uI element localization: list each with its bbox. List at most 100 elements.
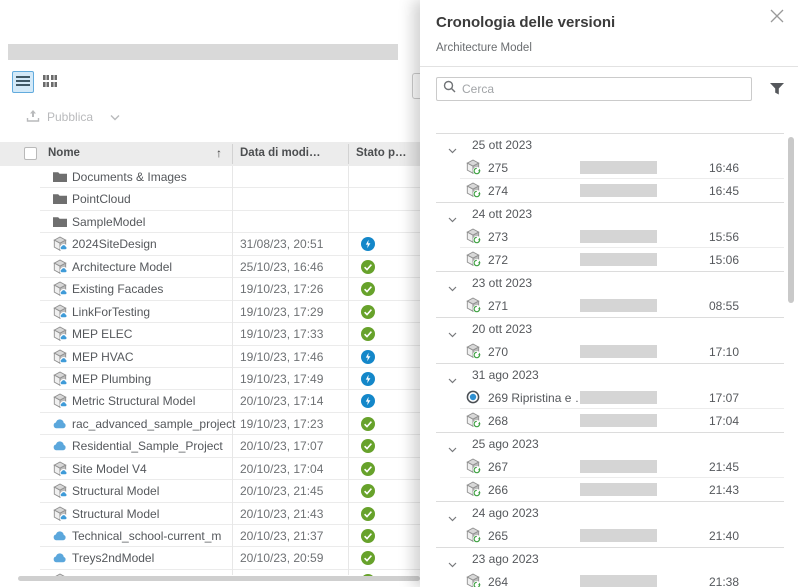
version-number: 266 <box>488 483 509 497</box>
table-row[interactable]: Metric Structural Model 20/10/23, 17:14 <box>0 390 420 414</box>
version-date-group[interactable]: 24 ott 2023 <box>420 202 798 225</box>
table-row[interactable]: Documents & Images <box>0 166 420 189</box>
revit-model-icon <box>52 304 68 320</box>
version-date-group[interactable]: 31 ago 2023 <box>420 363 798 386</box>
cloud-model-icon <box>52 416 68 432</box>
version-row[interactable]: 265 21:40 <box>420 524 798 547</box>
breadcrumb-placeholder <box>8 44 398 60</box>
table-row[interactable]: SampleModel <box>0 211 420 234</box>
file-name: Technical_school-current_m <box>72 529 222 543</box>
table-row[interactable]: Residential_Sample_Project 20/10/23, 17:0… <box>0 435 420 459</box>
list-view-toggle[interactable] <box>12 71 34 93</box>
modified-date: 31/08/23, 20:51 <box>240 237 324 252</box>
version-row[interactable]: 268 17:04 <box>420 409 798 432</box>
version-number: 275 <box>488 161 509 175</box>
chevron-down-icon <box>448 210 457 228</box>
version-row[interactable]: 273 15:56 <box>420 225 798 248</box>
pending-status-icon <box>361 237 375 252</box>
table-row[interactable]: rac_advanced_sample_project 19/10/23, 17:… <box>0 413 420 436</box>
version-time: 17:04 <box>709 414 740 428</box>
modified-date: 20/10/23, 20:59 <box>240 551 324 566</box>
version-date-group[interactable]: 23 ott 2023 <box>420 271 798 294</box>
table-row[interactable]: Architecture Model 25/10/23, 16:46 <box>0 256 420 279</box>
search-icon <box>443 80 456 98</box>
file-name: Architecture Model <box>72 259 173 274</box>
cloud-model-icon <box>52 550 68 566</box>
close-panel-button[interactable] <box>766 6 788 28</box>
published-status-icon <box>361 259 375 274</box>
group-date-label: 24 ago 2023 <box>472 506 539 520</box>
version-row[interactable]: 275 16:46 <box>420 156 798 179</box>
model-version-icon <box>465 458 481 474</box>
version-row[interactable]: 272 15:06 <box>420 248 798 271</box>
column-header-name[interactable]: Nome <box>48 147 80 159</box>
model-version-icon <box>465 573 481 587</box>
sort-ascending-icon[interactable]: ↑ <box>216 146 222 160</box>
version-number: 264 <box>488 575 509 587</box>
vertical-scrollbar[interactable] <box>788 137 794 303</box>
cloud-model-icon <box>52 438 68 454</box>
table-row[interactable]: Site Model V4 20/10/23, 17:04 <box>0 458 420 481</box>
table-row[interactable]: MEP ELEC 19/10/23, 17:33 <box>0 323 420 346</box>
table-row[interactable]: 2024SiteDesign 31/08/23, 20:51 <box>0 233 420 257</box>
version-date-group[interactable]: 24 ago 2023 <box>420 501 798 524</box>
version-time: 21:43 <box>709 483 740 497</box>
version-list: 25 ott 2023 275 16:46 274 16:45 24 ott 2023 27… <box>420 133 798 587</box>
version-row[interactable]: 269 Ripristina e … 17:07 <box>420 386 798 409</box>
column-divider <box>232 166 233 575</box>
version-row[interactable]: 266 21:43 <box>420 478 798 501</box>
version-row[interactable]: 274 16:45 <box>420 179 798 202</box>
divider <box>420 66 798 67</box>
published-status-icon <box>361 416 375 431</box>
version-row[interactable]: 264 21:38 <box>420 570 798 587</box>
redacted-user-placeholder <box>580 299 657 312</box>
version-time: 16:46 <box>709 161 740 175</box>
table-row[interactable]: LinkForTesting 19/10/23, 17:29 <box>0 301 420 324</box>
revit-model-icon <box>52 236 68 253</box>
table-row[interactable]: Existing Facades 19/10/23, 17:26 <box>0 278 420 302</box>
select-all-checkbox[interactable] <box>24 147 37 160</box>
column-header-status[interactable]: Stato p… <box>356 147 407 159</box>
table-row[interactable]: Treys2ndModel 20/10/23, 20:59 <box>0 547 420 571</box>
modified-date: 20/10/23, 21:43 <box>240 506 324 521</box>
model-version-icon <box>465 527 481 543</box>
version-date-group[interactable]: 23 ago 2023 <box>420 547 798 570</box>
file-name: Metric Structural Model <box>72 394 196 409</box>
table-row[interactable]: Technical_school-current_m 20/10/23, 21:3… <box>0 525 420 548</box>
modified-date: 25/10/23, 16:46 <box>240 259 324 274</box>
grid-view-toggle[interactable] <box>39 71 61 93</box>
version-row[interactable]: 271 08:55 <box>420 294 798 317</box>
horizontal-scrollbar[interactable] <box>18 576 420 581</box>
file-name: Residential_Sample_Project <box>72 439 223 454</box>
table-row[interactable]: MEP HVAC 19/10/23, 17:46 <box>0 346 420 369</box>
model-version-icon <box>465 159 481 175</box>
modified-date: 20/10/23, 21:37 <box>240 529 324 543</box>
chevron-down-icon <box>448 509 457 527</box>
version-number: 265 <box>488 529 509 543</box>
search-input[interactable] <box>462 82 745 96</box>
list-view-icon <box>15 73 31 92</box>
column-header-modified[interactable]: Data di modi… <box>240 147 321 159</box>
version-date-group[interactable]: 25 ott 2023 <box>420 133 798 156</box>
redacted-user-placeholder <box>580 253 657 266</box>
version-row[interactable]: 270 17:10 <box>420 340 798 363</box>
table-row[interactable]: MEP Plumbing 19/10/23, 17:49 <box>0 368 420 391</box>
version-date-group[interactable]: 20 ott 2023 <box>420 317 798 340</box>
modified-date: 20/10/23, 17:07 <box>240 439 324 454</box>
version-number: 274 <box>488 184 509 198</box>
table-row[interactable]: Structural Model 20/10/23, 21:45 <box>0 480 420 504</box>
version-row[interactable]: 267 21:45 <box>420 455 798 478</box>
modified-date: 19/10/23, 17:23 <box>240 416 324 431</box>
file-name: Structural Model <box>72 506 160 521</box>
version-date-group[interactable]: 25 ago 2023 <box>420 432 798 455</box>
table-row[interactable]: Structural Model 20/10/23, 21:43 <box>0 503 420 526</box>
version-time: 08:55 <box>709 299 740 313</box>
table-row[interactable] <box>0 570 420 576</box>
table-row[interactable]: PointCloud <box>0 188 420 212</box>
version-time: 21:40 <box>709 529 740 543</box>
redacted-user-placeholder <box>580 483 657 496</box>
filter-button[interactable] <box>768 82 786 98</box>
publish-button[interactable]: Pubblica <box>26 104 120 130</box>
file-table-body: Documents & Images PointCloud SampleModel 2… <box>0 166 420 576</box>
